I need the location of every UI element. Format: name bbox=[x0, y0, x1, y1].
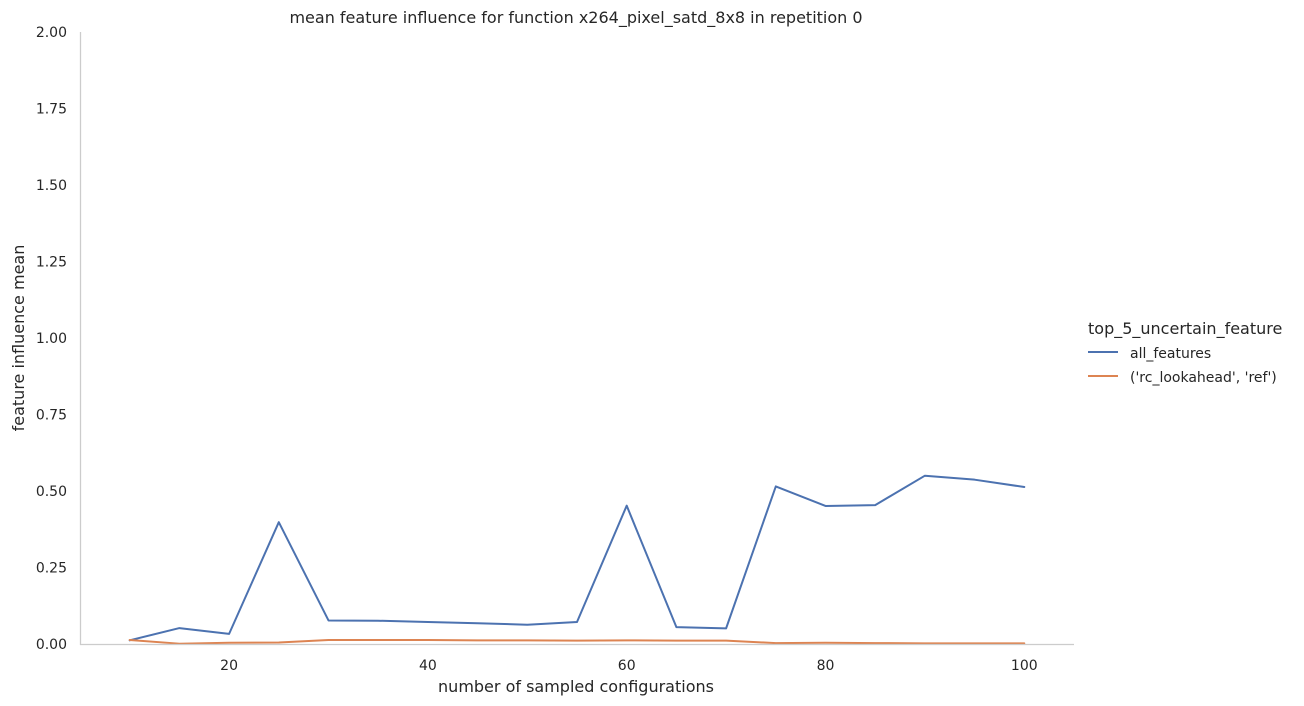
chart-title: mean feature influence for function x264… bbox=[289, 8, 862, 28]
x-tick-label: 80 bbox=[817, 658, 835, 674]
y-tick-label: 0.25 bbox=[36, 561, 67, 577]
y-tick-label: 1.00 bbox=[36, 331, 67, 347]
series-line-1 bbox=[128, 639, 1026, 645]
legend-entries: all_features ('rc_lookahead', 'ref') bbox=[1088, 346, 1277, 386]
x-axis-label: number of sampled configurations bbox=[438, 677, 714, 696]
legend-entry-label: all_features bbox=[1130, 346, 1211, 362]
series-line-0 bbox=[128, 474, 1026, 642]
y-tick-label: 2.00 bbox=[36, 25, 67, 41]
x-tick-label: 60 bbox=[618, 658, 636, 674]
y-ticks: 0.00 0.25 0.50 0.75 1.00 1.25 1.50 1.75 2.00 bbox=[36, 25, 67, 653]
y-tick-label: 0.00 bbox=[36, 637, 67, 653]
x-tick-label: 100 bbox=[1011, 658, 1038, 674]
x-ticks: 20 40 60 80 100 bbox=[220, 658, 1037, 674]
y-tick-label: 1.50 bbox=[36, 178, 67, 194]
y-axis-label: feature influence mean bbox=[9, 245, 28, 432]
legend-entry-label: ('rc_lookahead', 'ref') bbox=[1130, 370, 1277, 386]
legend: top_5_uncertain_feature all_features ('rc… bbox=[1088, 319, 1282, 386]
plot-area bbox=[128, 474, 1026, 645]
y-tick-label: 0.50 bbox=[36, 484, 67, 500]
x-tick-label: 20 bbox=[220, 658, 238, 674]
y-tick-label: 1.25 bbox=[36, 255, 67, 271]
y-tick-label: 1.75 bbox=[36, 102, 67, 118]
y-tick-label: 0.75 bbox=[36, 408, 67, 424]
x-tick-label: 40 bbox=[419, 658, 437, 674]
legend-title: top_5_uncertain_feature bbox=[1088, 319, 1282, 339]
